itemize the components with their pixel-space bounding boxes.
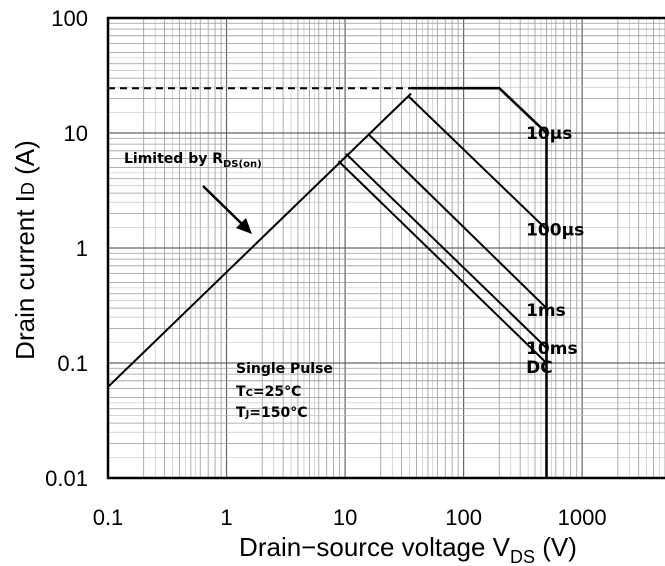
limited-by-rdson-label: Limited by RDS(on) [124, 151, 262, 170]
curve-label: 100µs [526, 220, 584, 240]
soa-curve-5 [337, 160, 548, 364]
grid [107, 18, 665, 479]
curve-label: DC [526, 358, 553, 378]
y-tick-label: 0.1 [57, 351, 88, 376]
y-tick-label: 1 [76, 236, 88, 261]
soa-curve-2 [407, 95, 548, 231]
plot-frame [106, 16, 665, 480]
x-axis-title: Drain−source voltage VDS (V) [239, 532, 577, 566]
x-tick-label: 1 [220, 505, 232, 530]
y-axis-title: Drain current ID (A) [10, 140, 40, 360]
soa-curve-4 [345, 153, 548, 349]
x-tick-label: 100 [445, 505, 482, 530]
curve-label: 1ms [526, 301, 566, 321]
arrow-head-icon [236, 218, 252, 234]
curve-label: 10ms [526, 339, 578, 359]
rds-on-limit-line [107, 92, 412, 388]
annotations: Limited by RDS(on) Single Pulse TC=25°C TJ=… [124, 151, 333, 421]
x-tick-label: 10 [333, 505, 357, 530]
x-tick-label: 1000 [558, 505, 607, 530]
arrow-shaft [202, 185, 244, 226]
tj-label: TJ=150°C [236, 405, 308, 421]
x-tick-label: 0.1 [93, 505, 124, 530]
y-tick-label: 10 [64, 121, 88, 146]
tc-label: TC=25°C [236, 384, 301, 400]
soa-curve-1 [411, 86, 548, 478]
soa-curve-3 [368, 134, 548, 309]
y-tick-label: 0.01 [45, 466, 88, 491]
single-pulse-label: Single Pulse [236, 361, 333, 377]
y-tick-label: 100 [51, 6, 88, 31]
curves [107, 86, 548, 478]
curve-label: 10µs [526, 124, 572, 144]
